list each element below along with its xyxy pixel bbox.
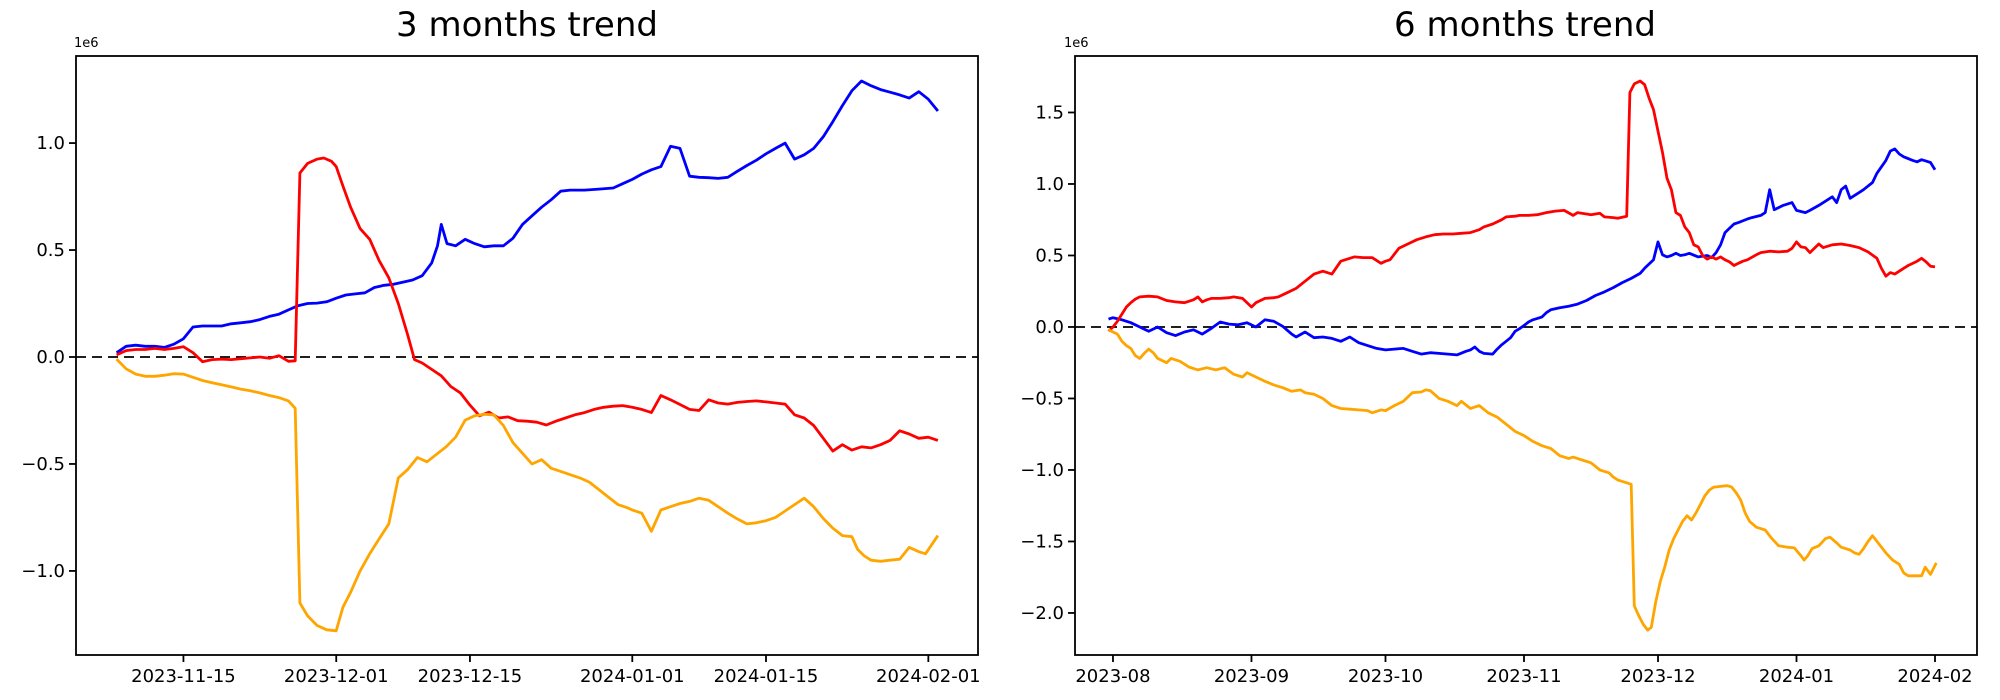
y-tick-label: 1.0 [1035,174,1064,195]
x-tick-label: 2023-10 [1348,666,1423,687]
y-axis-offset-label-right: 1e6 [1064,36,1089,51]
x-tick-label: 2023-12-15 [418,666,523,687]
y-tick-label: 1.5 [1035,102,1064,123]
y-tick-label: 0.5 [1035,245,1064,266]
y-tick-label: −0.5 [21,454,65,475]
y-tick-label: 0.0 [36,347,65,368]
series-line-orange [115,358,940,633]
plot-box-spines [1074,55,1978,656]
chart-title-3-months: 3 months trend [396,5,658,45]
x-tick-label: 2023-08 [1075,666,1150,687]
series-line-blue [1108,147,1937,357]
x-tick-label: 2023-11-15 [131,666,236,687]
x-tick-label: 2023-12 [1620,666,1695,687]
y-tick-label: 0.5 [36,240,65,261]
y-tick-label: −1.5 [1020,531,1064,552]
y-tick-label: −2.0 [1020,603,1064,624]
y-tick-label: 0.0 [1035,317,1064,338]
plot-box-spines [75,55,979,656]
x-tick-label: 2024-02-01 [876,666,981,687]
y-tick-label: 1.0 [36,133,65,154]
series-line-red [116,156,939,453]
y-tick-label: −0.5 [1020,388,1064,409]
x-tick-label: 2023-11 [1486,666,1561,687]
y-axis-offset-label-left: 1e6 [74,36,99,51]
series-group [115,79,940,633]
series-group [1107,79,1938,632]
y-tick-label: −1.0 [1020,460,1064,481]
series-line-blue [115,79,939,354]
series-line-red [1107,79,1936,333]
x-tick-label: 2023-09 [1214,666,1289,687]
x-tick-label: 2024-02 [1897,666,1972,687]
y-tick-label: −1.0 [21,561,65,582]
x-tick-label: 2024-01 [1759,666,1834,687]
x-tick-label: 2023-12-01 [284,666,389,687]
chart-title-6-months: 6 months trend [1394,5,1656,45]
x-tick-label: 2024-01-15 [714,666,819,687]
x-tick-label: 2024-01-01 [580,666,685,687]
series-line-orange [1107,328,1938,632]
